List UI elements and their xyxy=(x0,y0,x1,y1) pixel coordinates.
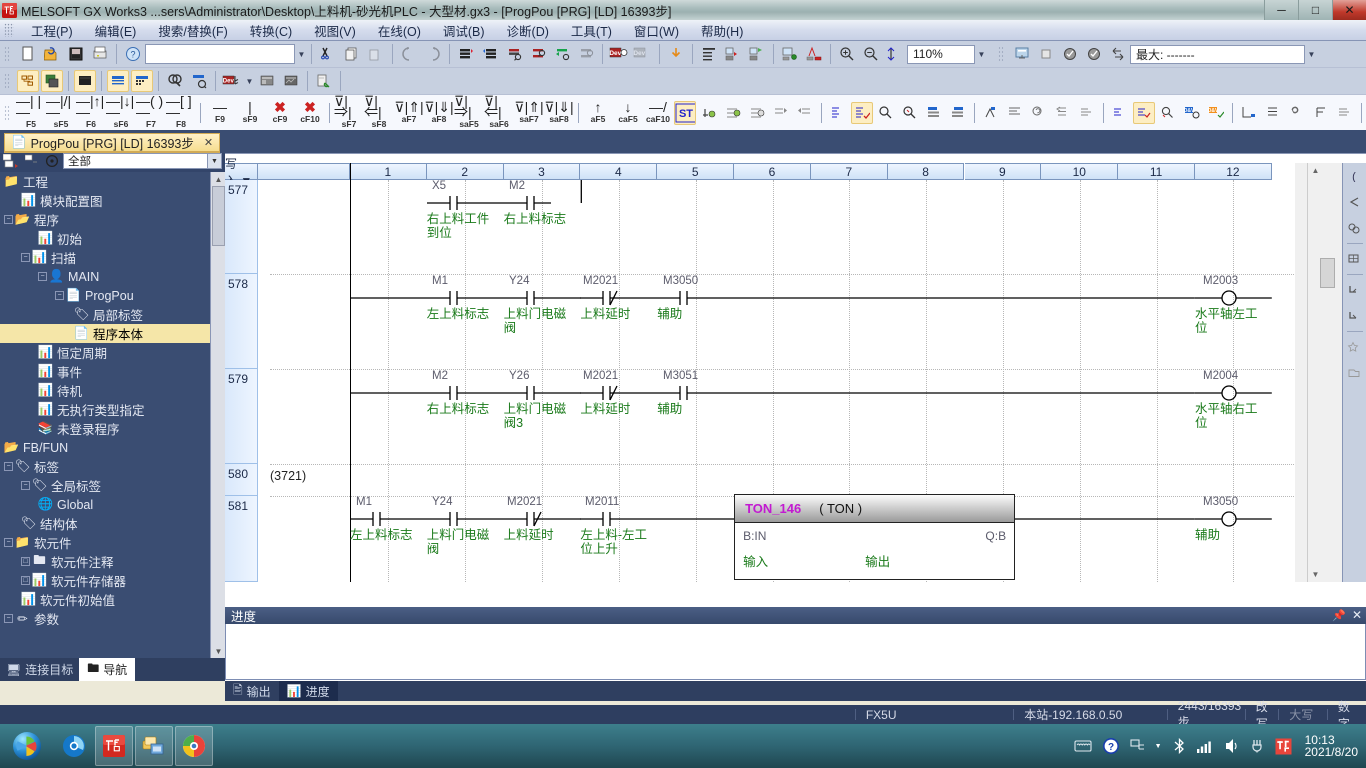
svg-text:(: ( xyxy=(1352,171,1356,182)
svg-text:Dev: Dev xyxy=(223,78,235,84)
svg-text:?: ? xyxy=(1108,742,1114,753)
svg-text:Dev: Dev xyxy=(633,50,645,57)
svg-text:ST: ST xyxy=(679,108,693,120)
svg-text:?: ? xyxy=(130,50,135,60)
svg-text:D&V: D&V xyxy=(1208,108,1219,114)
svg-text:Dev: Dev xyxy=(609,50,621,57)
